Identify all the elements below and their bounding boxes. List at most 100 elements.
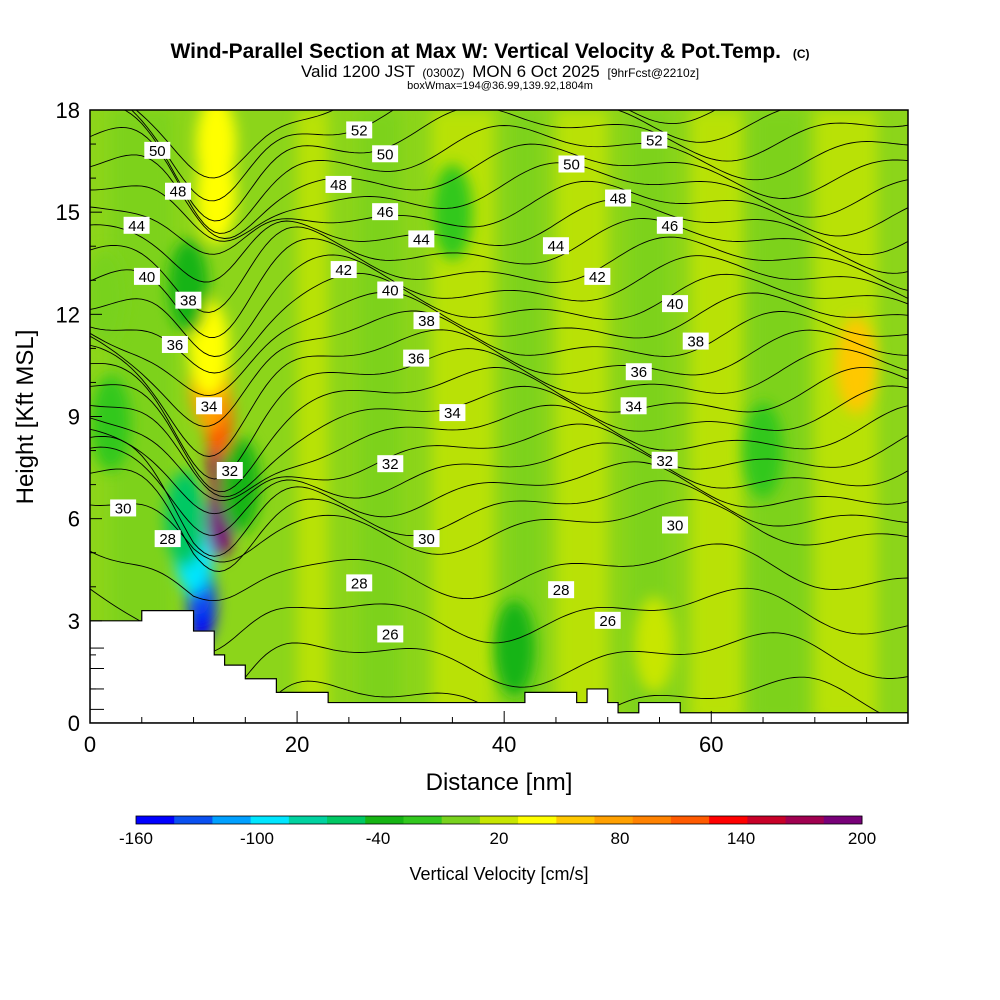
contour-label: 30: [413, 530, 440, 548]
contour-label-text: 32: [382, 456, 399, 473]
contour-label-box: [154, 530, 181, 548]
contour-label-text: 46: [662, 218, 679, 235]
velocity-cell: [90, 375, 131, 472]
x-tick-label: 60: [699, 732, 723, 757]
contour-label: 32: [377, 455, 404, 473]
colorbar-tick-label: -40: [366, 829, 391, 848]
contour-label: 34: [439, 404, 466, 422]
contour-label-box: [662, 516, 689, 534]
colorbar-swatch: [212, 816, 252, 824]
y-axis: 0 3 6 9 12 15 18: [56, 98, 102, 736]
contour-label: 28: [346, 574, 373, 592]
contour-label-text: 44: [413, 231, 430, 248]
contour-label-box: [625, 363, 652, 381]
y-tick-label: 15: [56, 200, 80, 225]
contour-label-box: [346, 574, 373, 592]
chart-box-info: boxWmax=194@36.99,139.92,1804m: [407, 80, 593, 92]
theta-contour: [90, 435, 908, 557]
colorbar-frame: [135, 815, 863, 825]
chart-title: Wind-Parallel Section at Max W: Vertical…: [170, 40, 809, 63]
contour-label-text: 46: [377, 204, 394, 221]
x-tick-label: 20: [285, 732, 309, 757]
contour-label-box: [165, 182, 192, 200]
contour-label-text: 40: [382, 282, 399, 299]
contour-label: 48: [325, 175, 352, 194]
y-tick-label: 9: [68, 405, 80, 430]
contour-label-box: [413, 530, 440, 548]
contour-label: 34: [620, 397, 647, 415]
contour-label: 32: [216, 461, 243, 480]
colorbar-tick-label: -160: [119, 829, 153, 848]
contour-label-text: 42: [335, 262, 352, 279]
contour-label: 30: [662, 516, 689, 534]
colorbar-swatch: [288, 816, 328, 824]
theta-contour: [90, 180, 908, 255]
contour-label: 28: [154, 530, 181, 548]
contour-label: 52: [346, 121, 373, 139]
colorbar-tick-label: 200: [848, 829, 876, 848]
contour-label-box: [325, 175, 352, 193]
contour-label: 34: [196, 397, 223, 415]
x-axis: 0 20 40 60: [84, 711, 868, 757]
velocity-cell: [634, 596, 675, 693]
contour-label-text: 28: [159, 531, 176, 548]
contour-label-box: [408, 230, 435, 248]
theta-contour: [90, 310, 908, 427]
contour-label: 36: [161, 335, 188, 354]
velocity-cell: [168, 239, 209, 336]
theta-contour: [90, 366, 908, 493]
theta-contour: [90, 236, 908, 338]
theta-contour: [90, 162, 908, 242]
velocity-field: [90, 110, 877, 697]
contour-label-box: [330, 261, 357, 279]
contour-label-text: 48: [170, 184, 187, 201]
contour-label-text: 34: [444, 405, 461, 422]
contour-labels: 52 52 50 50 50 48 48 48 46 46 44 44 44 42 42 40 40 40 38 38…: [110, 121, 709, 643]
colorbar-tick-label: 80: [611, 829, 630, 848]
contour-label: 40: [377, 281, 404, 299]
contour-label-text: 44: [548, 238, 565, 255]
colorbar-swatch: [518, 816, 557, 824]
contour-label-box: [377, 625, 404, 643]
theta-contour: [90, 587, 908, 656]
colorbar-swatch: [403, 816, 443, 824]
theta-contour: [90, 291, 908, 397]
colorbar-swatch: [556, 816, 596, 824]
contour-label: 46: [656, 216, 683, 235]
velocity-band: [297, 110, 329, 723]
theta-contour: [90, 423, 908, 515]
contour-label-text: 26: [599, 613, 616, 630]
theta-contour: [90, 218, 908, 313]
contour-label: 40: [662, 295, 689, 313]
contour-label-box: [548, 581, 575, 599]
contour-label-box: [161, 335, 188, 353]
colorbar-swatch: [747, 816, 787, 824]
colorbar-swatch: [136, 816, 175, 824]
y-tick-label: 18: [56, 98, 80, 123]
colorbar-swatch: [327, 816, 366, 824]
colorbar-swatch: [670, 816, 710, 824]
y-tick-label: 3: [68, 609, 80, 634]
contour-label-text: 30: [667, 517, 684, 534]
contour-label-text: 48: [330, 177, 347, 194]
colorbar-tick-label: 140: [727, 829, 755, 848]
colorbar-swatch: [823, 816, 863, 824]
contour-label: 46: [372, 203, 399, 221]
contour-label-box: [651, 451, 678, 469]
colorbar: -160 -100 -40 20 80 140 200: [119, 815, 876, 848]
contour-label-text: 36: [630, 364, 647, 381]
y-tick-label: 0: [68, 711, 80, 736]
contour-label-box: [594, 611, 621, 629]
velocity-cell: [432, 164, 473, 261]
terrain-profile: [90, 610, 908, 723]
contour-label-text: 48: [610, 191, 627, 208]
contour-label-text: 42: [589, 269, 606, 286]
x-axis-label: Distance [nm]: [426, 769, 573, 796]
contour-label-text: 32: [656, 453, 673, 470]
contour-label-box: [656, 216, 683, 234]
theta-contour: [135, 110, 717, 179]
contour-label: 38: [413, 312, 440, 330]
y-tick-label: 12: [56, 302, 80, 327]
contour-label: 42: [584, 267, 611, 286]
